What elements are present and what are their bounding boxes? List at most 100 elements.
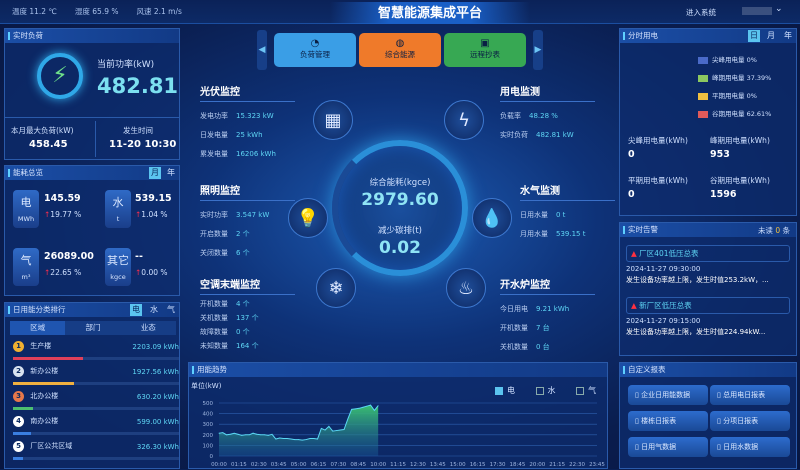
ranking-item[interactable]: 2 新办公楼 1927.56 kWh bbox=[13, 366, 179, 385]
x-tick-label: 17:30 bbox=[490, 462, 506, 468]
trend-chart: 0 100 200 300 400 500 00:00 01:15 02:30 03:45 05:0… bbox=[203, 401, 606, 468]
realtime-load-panel: 实时负荷 ⚡ 当前功率(kW) 482.81 本月最大负荷(kW) 458.45… bbox=[4, 28, 180, 160]
chart-legend: 电 水 气 bbox=[495, 385, 596, 396]
row-value: 2 个 bbox=[236, 230, 250, 238]
document-icon: ▯ bbox=[635, 443, 639, 451]
document-icon: ▯ bbox=[717, 391, 721, 399]
ranking-bar bbox=[13, 357, 179, 360]
y-tick-label: 500 bbox=[203, 401, 214, 407]
row-label: 发电功率 bbox=[200, 112, 228, 120]
water-change: 1.04 % bbox=[141, 210, 168, 219]
rank-badge-icon: 1 bbox=[13, 341, 24, 352]
data-point bbox=[362, 406, 364, 408]
power-row: 实时负荷 482.81 kW bbox=[500, 130, 595, 140]
row-value: 9.21 kWh bbox=[536, 305, 570, 313]
current-power-value: 482.81 bbox=[97, 74, 179, 98]
page-title: 智慧能源集成平台 bbox=[330, 2, 530, 24]
ranking-item[interactable]: 3 北办公楼 630.20 kWh bbox=[13, 391, 179, 410]
report-button[interactable]: ▯ 总用电日报表 bbox=[710, 385, 790, 405]
nav-prev-button[interactable]: ◀ bbox=[257, 30, 267, 70]
user-name[interactable] bbox=[742, 7, 772, 15]
electricity-change: 19.77 % bbox=[50, 210, 82, 219]
ranking-item[interactable]: 5 厂区公共区域 326.30 kWh bbox=[13, 441, 179, 460]
ranking-bar bbox=[13, 382, 179, 385]
data-point bbox=[377, 405, 379, 407]
x-tick-label: 20:00 bbox=[529, 462, 545, 468]
light-bulb-icon: 💡 bbox=[288, 198, 328, 238]
data-point bbox=[373, 410, 375, 411]
data-point bbox=[271, 433, 273, 435]
toggle-year[interactable]: 年 bbox=[167, 168, 175, 177]
wind-speed: 风速 2.1 m/s bbox=[136, 7, 182, 16]
integrated-energy-button[interactable]: ◍ 综合能源 bbox=[359, 33, 441, 67]
toggle-gas[interactable]: 气 bbox=[167, 305, 175, 314]
y-tick-label: 0 bbox=[210, 454, 214, 460]
ranking-value: 630.20 kWh bbox=[136, 392, 179, 401]
toggle-electricity[interactable]: 电 bbox=[130, 304, 142, 316]
ranking-item[interactable]: 4 南办公楼 599.00 kWh bbox=[13, 416, 179, 435]
row-value: 137 个 bbox=[236, 314, 259, 322]
alarm-item[interactable]: ▲ 新厂区低压总表 2024-11-27 09:15:00 发生设备功率越上限，… bbox=[626, 297, 790, 337]
globe-icon: ◍ bbox=[395, 38, 405, 49]
toggle-month[interactable]: 月 bbox=[767, 31, 775, 40]
data-point bbox=[229, 433, 231, 435]
toggle-month[interactable]: 月 bbox=[149, 167, 161, 179]
toggle-water[interactable]: 水 bbox=[150, 305, 158, 314]
pv-row: 发电功率 15.323 kW bbox=[200, 111, 295, 121]
data-point bbox=[317, 438, 318, 440]
lighting-row: 实时功率 3.547 kW bbox=[200, 210, 295, 220]
report-button[interactable]: ▯ 日用水数据 bbox=[710, 437, 790, 457]
ranking-item[interactable]: 1 生产楼 2203.09 kWh bbox=[13, 341, 179, 360]
chevron-down-icon[interactable]: ⌄ bbox=[775, 4, 783, 14]
max-load-value: 458.45 bbox=[29, 139, 68, 150]
remote-meter-button[interactable]: ▣ 远程抄表 bbox=[444, 33, 526, 67]
x-tick-label: 15:00 bbox=[450, 462, 466, 468]
row-label: 日用水量 bbox=[520, 211, 548, 219]
occur-time-label: 发生时间 bbox=[123, 126, 153, 135]
row-value: 539.15 t bbox=[556, 230, 586, 238]
alarm-item[interactable]: ▲ 厂区401低压总表 2024-11-27 09:30:00 发生设备功率越上… bbox=[626, 245, 790, 285]
load-management-button[interactable]: ◔ 负荷管理 bbox=[274, 33, 356, 67]
legend-water[interactable]: 水 bbox=[535, 386, 556, 395]
tab-region[interactable]: 区域 bbox=[10, 321, 66, 335]
data-point bbox=[252, 432, 254, 434]
legend-gas[interactable]: 气 bbox=[576, 386, 596, 395]
rank-badge-icon: 5 bbox=[13, 441, 24, 452]
legend-electricity[interactable]: 电 bbox=[495, 386, 515, 395]
toggle-year[interactable]: 年 bbox=[784, 31, 792, 40]
row-label: 关闭数量 bbox=[200, 249, 228, 257]
tou-stat: 谷期用电量(kWh) 1596 bbox=[710, 176, 770, 200]
data-point bbox=[309, 438, 311, 439]
report-button[interactable]: ▯ 楼栋日报表 bbox=[628, 411, 708, 431]
panel-title: 自定义报表 bbox=[620, 363, 796, 377]
row-value: 0 台 bbox=[536, 343, 550, 351]
tab-department[interactable]: 部门 bbox=[85, 323, 101, 332]
data-point bbox=[226, 434, 227, 436]
pv-monitor: 光伏监控 发电功率 15.323 kW 日发电量 25 kWh 累发电量 16206 kWh bbox=[200, 83, 295, 159]
data-point bbox=[248, 434, 250, 436]
hvac-row: 故障数量 0 个 bbox=[200, 327, 295, 337]
data-point bbox=[336, 430, 337, 431]
pv-row: 累发电量 16206 kWh bbox=[200, 149, 295, 159]
enter-system-link[interactable]: 进入系统 bbox=[686, 8, 716, 17]
nav-next-button[interactable]: ▶ bbox=[533, 30, 543, 70]
alarm-time: 2024-11-27 09:15:00 bbox=[626, 317, 701, 325]
tab-business[interactable]: 业态 bbox=[140, 323, 156, 332]
data-point bbox=[237, 433, 239, 435]
toggle-day[interactable]: 日 bbox=[748, 30, 760, 42]
ranking-tabs: 区域 部门 业态 bbox=[10, 321, 176, 335]
row-value: 6 个 bbox=[236, 249, 250, 257]
unread-count: 未读 0 条 bbox=[757, 226, 790, 235]
report-button[interactable]: ▯ 分项日报表 bbox=[710, 411, 790, 431]
data-point bbox=[328, 425, 330, 427]
energy-label: 综合能耗(kgce) bbox=[369, 178, 431, 188]
tou-panel: 分时用电 日 月 年 尖峰用电量 0% 峰期用电量 37.39% 平期用电量 0% 谷… bbox=[619, 28, 797, 216]
boiler-row: 今日用电 9.21 kWh bbox=[500, 304, 595, 314]
lighting-monitor: 照明监控 实时功率 3.547 kW 开启数量 2 个关闭数量 6 个 bbox=[200, 182, 295, 258]
panel-title: 实时负荷 bbox=[5, 29, 179, 43]
report-button[interactable]: ▯ 企业日用能数据 bbox=[628, 385, 708, 405]
report-button[interactable]: ▯ 日用气数据 bbox=[628, 437, 708, 457]
data-point bbox=[332, 430, 334, 432]
alarm-message: 发生设备功率越上限，发生时值224.94kW... bbox=[626, 328, 766, 336]
ranking-bar bbox=[13, 457, 179, 460]
